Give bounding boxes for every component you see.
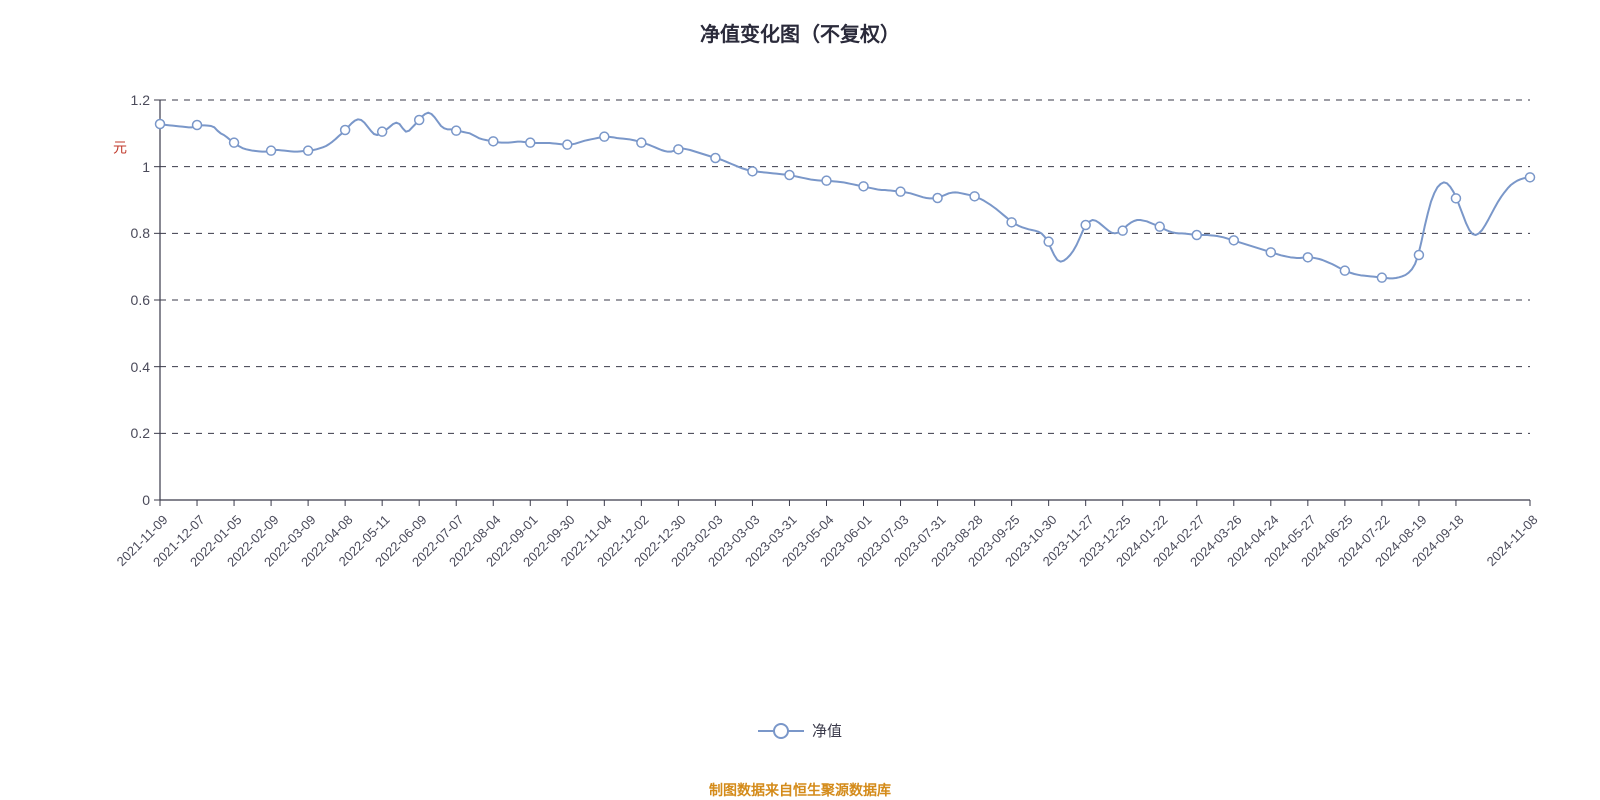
series-marker — [526, 138, 535, 147]
series-marker — [600, 132, 609, 141]
series-marker — [822, 176, 831, 185]
ytick-label: 0.6 — [110, 292, 150, 308]
legend-item-nav: 净值 — [758, 720, 842, 741]
series-marker — [970, 192, 979, 201]
plot-svg — [160, 100, 1530, 500]
plot-area — [160, 100, 1530, 500]
series-marker — [1007, 218, 1016, 227]
series-marker — [489, 137, 498, 146]
series-marker — [1451, 194, 1460, 203]
ytick-label: 0.2 — [110, 425, 150, 441]
series-marker — [1081, 221, 1090, 230]
series-marker — [637, 138, 646, 147]
data-source-footer: 制图数据来自恒生聚源数据库 — [0, 780, 1600, 800]
series-marker — [563, 140, 572, 149]
series-marker — [193, 121, 202, 130]
series-marker — [1155, 222, 1164, 231]
series-marker — [304, 146, 313, 155]
series-line-nav — [160, 113, 1530, 279]
series-marker — [1377, 273, 1386, 282]
yaxis-label: 元 — [110, 140, 130, 154]
series-marker — [785, 171, 794, 180]
series-marker — [674, 145, 683, 154]
ytick-label: 0.4 — [110, 359, 150, 375]
legend-label: 净值 — [812, 720, 842, 741]
series-marker — [1414, 251, 1423, 260]
series-marker — [859, 182, 868, 191]
series-marker — [1229, 236, 1238, 245]
ytick-label: 0.8 — [110, 225, 150, 241]
series-marker — [1192, 231, 1201, 240]
ytick-label: 1.2 — [110, 92, 150, 108]
series-marker — [1044, 237, 1053, 246]
series-marker — [267, 146, 276, 155]
series-marker — [1266, 248, 1275, 257]
series-marker — [156, 120, 165, 129]
series-marker — [415, 116, 424, 125]
xtick-label: 2024-11-08 — [1484, 512, 1541, 569]
series-marker — [1340, 266, 1349, 275]
series-marker — [1526, 173, 1535, 182]
series-marker — [1303, 253, 1312, 262]
series-marker — [1118, 226, 1127, 235]
series-marker — [711, 154, 720, 163]
series-marker — [452, 126, 461, 135]
series-marker — [341, 126, 350, 135]
legend-marker-icon — [773, 723, 789, 739]
series-marker — [378, 127, 387, 136]
chart-title: 净值变化图（不复权） — [0, 18, 1600, 47]
series-marker — [748, 167, 757, 176]
legend-swatch — [758, 724, 804, 738]
series-marker — [896, 187, 905, 196]
series-marker — [933, 194, 942, 203]
series-marker — [230, 138, 239, 147]
ytick-label: 0 — [110, 492, 150, 508]
legend: 净值 — [0, 720, 1600, 743]
chart-container: 净值变化图（不复权） 元 00.20.40.60.811.2 2021-11-0… — [0, 0, 1600, 800]
ytick-label: 1 — [110, 159, 150, 175]
